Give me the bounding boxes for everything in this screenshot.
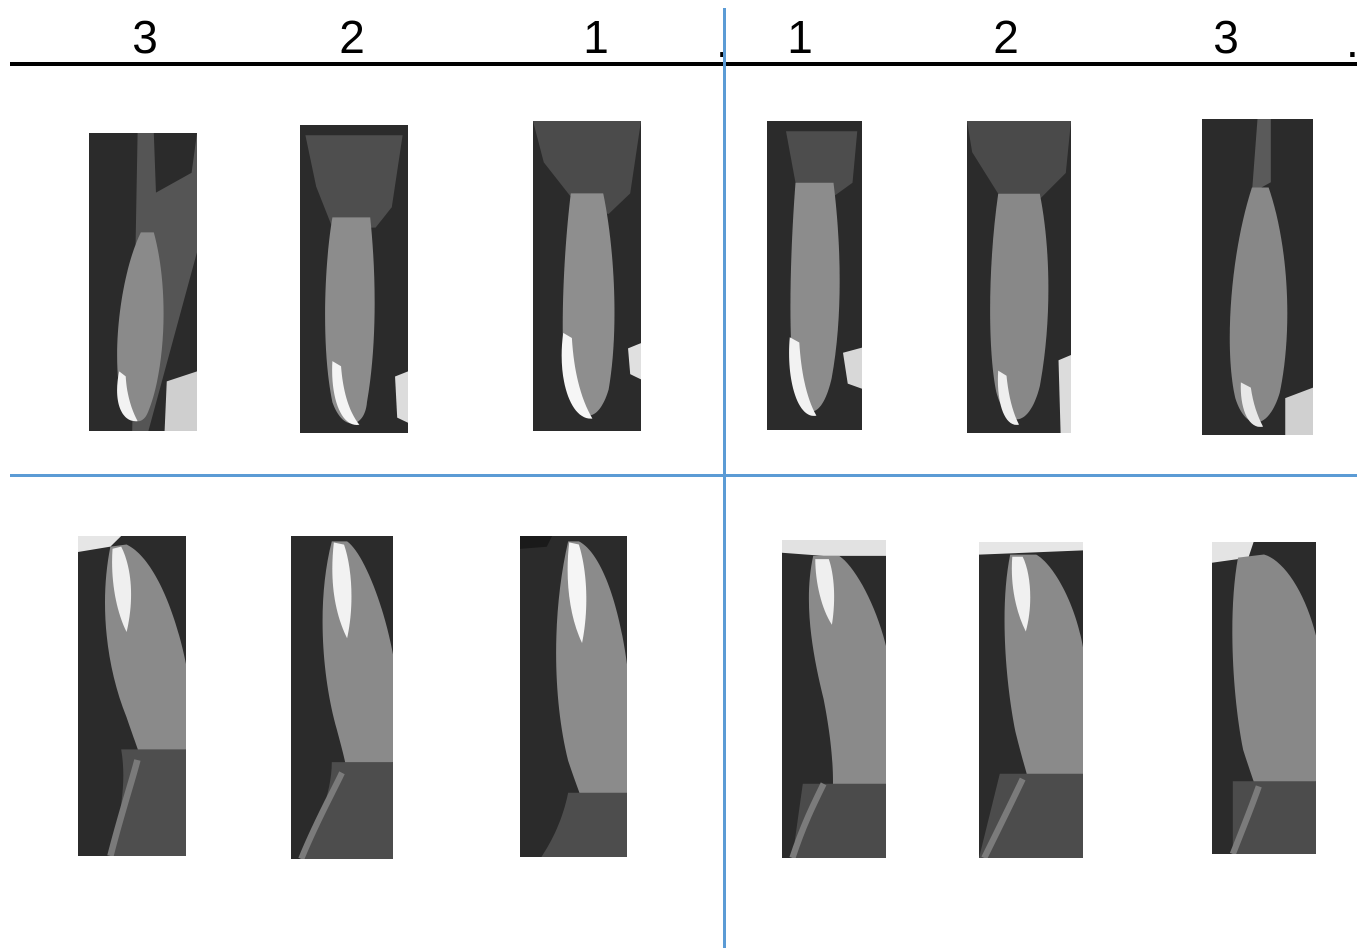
scan-upper-left-2: [967, 121, 1071, 433]
scan-lower-left-3: [1212, 542, 1316, 854]
scan-upper-right-3: [89, 133, 197, 431]
scan-upper-left-3: [1202, 119, 1313, 435]
scan-lower-right-3: [78, 536, 186, 856]
scan-upper-right-1: [533, 121, 641, 431]
scan-upper-left-1: [767, 121, 862, 430]
midline-divider: [723, 8, 726, 948]
header-baseline: [10, 62, 1357, 66]
label-right-3: 3: [132, 11, 158, 63]
label-right-1: 1: [583, 11, 609, 63]
scan-lower-left-1: [782, 540, 886, 858]
scan-lower-left-2: [979, 542, 1083, 858]
label-left-3: 3: [1213, 11, 1239, 63]
jaw-divider: [10, 474, 1357, 477]
label-left-1: 1: [787, 11, 813, 63]
scan-lower-right-1: [520, 536, 627, 857]
scan-lower-right-2: [291, 536, 393, 859]
label-left-2: 2: [993, 11, 1019, 63]
end-marker: .: [1346, 18, 1357, 64]
scan-upper-right-2: [300, 125, 408, 433]
label-right-2: 2: [339, 11, 365, 63]
